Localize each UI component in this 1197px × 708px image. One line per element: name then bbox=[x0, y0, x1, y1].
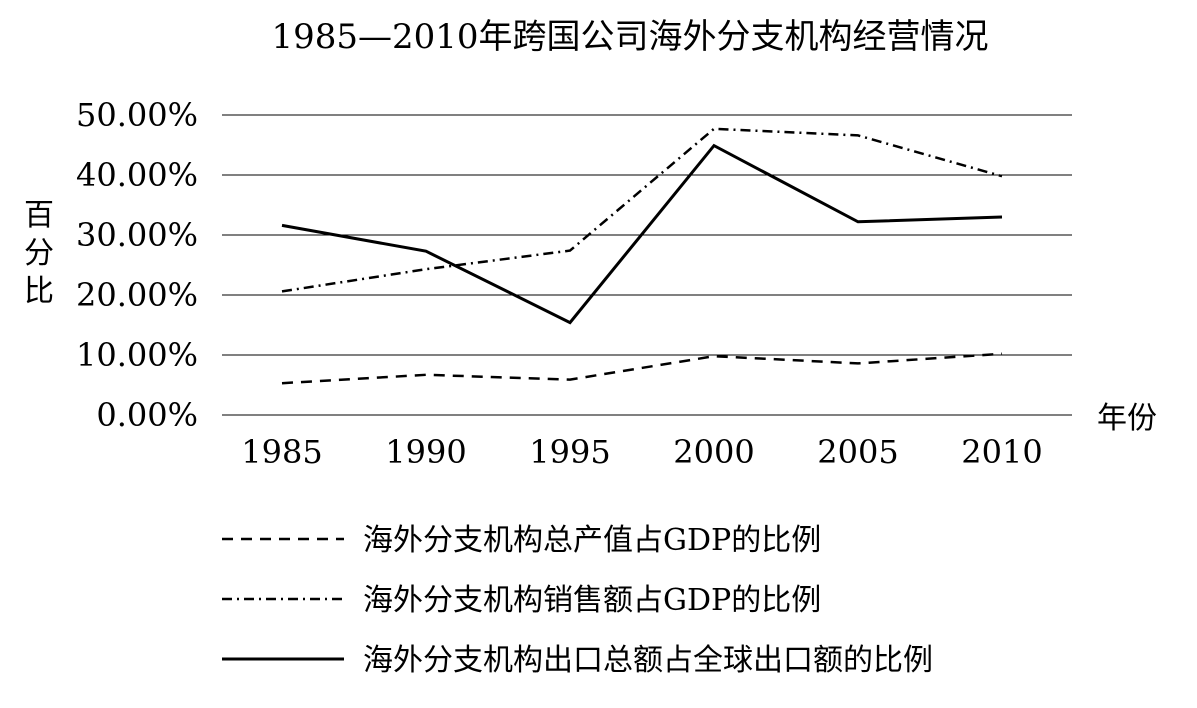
y-axis-label-char: 比 bbox=[24, 274, 54, 309]
chart-title: 1985—2010年跨国公司海外分支机构经营情况 bbox=[271, 17, 988, 57]
legend: 海外分支机构总产值占GDP的比例海外分支机构销售额占GDP的比例海外分支机构出口… bbox=[222, 523, 933, 678]
x-tick-label: 1995 bbox=[529, 433, 610, 471]
legend-label-3: 海外分支机构出口总额占全球出口额的比例 bbox=[363, 643, 933, 678]
x-tick-label: 2000 bbox=[673, 433, 754, 471]
grid bbox=[222, 114, 1072, 416]
x-tick-label: 2005 bbox=[817, 433, 898, 471]
y-tick-label: 30.00% bbox=[76, 216, 198, 254]
legend-label-1: 海外分支机构总产值占GDP的比例 bbox=[363, 523, 821, 558]
series-line-1 bbox=[281, 352, 1003, 385]
y-tick-label: 50.00% bbox=[76, 96, 198, 134]
x-tick-label: 1990 bbox=[385, 433, 466, 471]
legend-label-2: 海外分支机构销售额占GDP的比例 bbox=[363, 583, 821, 618]
y-axis-label-char: 百 bbox=[24, 198, 54, 233]
series-lines bbox=[281, 127, 1003, 385]
x-axis-label: 年份 bbox=[1097, 401, 1157, 436]
y-tick-label: 10.00% bbox=[76, 336, 198, 374]
y-tick-label: 20.00% bbox=[76, 276, 198, 314]
y-tick-label: 40.00% bbox=[76, 156, 198, 194]
y-axis-ticks: 0.00% 10.00% 20.00% 30.00% 40.00% 50.00% bbox=[76, 96, 198, 434]
x-tick-label: 2010 bbox=[961, 433, 1042, 471]
y-axis-label: 百分比 bbox=[24, 198, 54, 309]
series-line-2 bbox=[281, 127, 1003, 293]
x-tick-label: 1985 bbox=[241, 433, 322, 471]
y-axis-label-char: 分 bbox=[24, 236, 54, 271]
y-tick-label: 0.00% bbox=[96, 396, 198, 434]
x-axis-ticks: 1985 1990 1995 2000 2005 2010 bbox=[241, 433, 1042, 471]
series-line-3 bbox=[281, 143, 1003, 325]
